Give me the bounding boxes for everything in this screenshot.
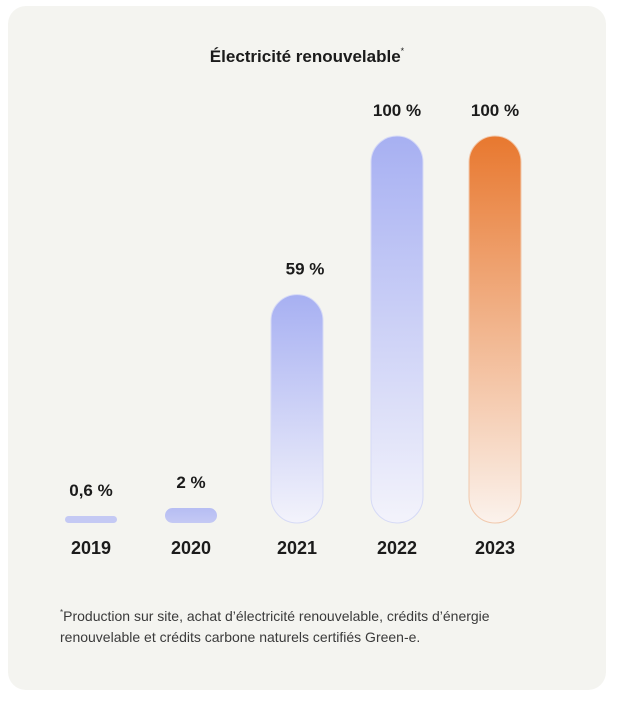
category-label-2019: 2019 bbox=[71, 538, 111, 558]
category-label-2021: 2021 bbox=[277, 538, 317, 558]
bar-2020 bbox=[165, 508, 217, 523]
bar-2023 bbox=[468, 135, 522, 524]
category-label-2020: 2020 bbox=[171, 538, 211, 558]
footnote-mark: * bbox=[60, 608, 64, 617]
bar-2022 bbox=[370, 135, 424, 524]
bar-2019 bbox=[65, 516, 117, 523]
footnote-text: Production sur site, achat d’électricité… bbox=[60, 608, 490, 645]
bar-2021 bbox=[270, 294, 324, 524]
bar-chart: 0,6 % 2019 2 % 2020 59 % 2021 100 % 2022 100 % 20… bbox=[65, 101, 522, 558]
value-label-2019: 0,6 % bbox=[69, 481, 112, 500]
category-label-2022: 2022 bbox=[377, 538, 417, 558]
value-label-2021: 59 % bbox=[286, 260, 325, 279]
chart-card: Électricité renouvelable* 0,6 % 2019 2 % 20… bbox=[8, 6, 606, 690]
value-label-2020: 2 % bbox=[176, 473, 205, 492]
chart-title-mark: * bbox=[400, 46, 405, 56]
value-label-2022: 100 % bbox=[373, 101, 421, 120]
value-label-2023: 100 % bbox=[471, 101, 519, 120]
chart-title-text: Électricité renouvelable bbox=[209, 47, 401, 66]
footnote: *Production sur site, achat d’électricit… bbox=[60, 602, 560, 648]
category-label-2023: 2023 bbox=[475, 538, 515, 558]
chart-title: Électricité renouvelable* bbox=[8, 46, 606, 67]
